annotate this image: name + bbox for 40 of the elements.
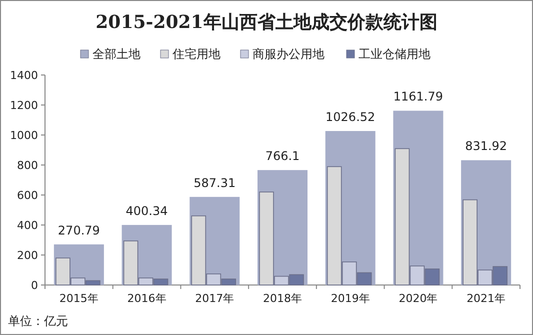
x-tick-label: 2019年 — [330, 292, 370, 305]
bar — [56, 258, 70, 286]
data-label: 1161.79 — [393, 90, 444, 104]
bar — [326, 166, 342, 286]
data-label: 400.34 — [126, 204, 168, 218]
text: 单位：亿元 — [8, 314, 68, 328]
y-tick-label: 200 — [17, 249, 38, 262]
legend-label: 住宅用地 — [172, 47, 220, 61]
x-tick-label: 2016年 — [127, 292, 166, 305]
bar — [259, 192, 274, 286]
bar — [424, 268, 440, 286]
bar — [221, 278, 236, 286]
y-tick-label: 400 — [17, 219, 38, 232]
bar — [394, 148, 410, 286]
x-tick-label: 2017年 — [195, 292, 234, 305]
bar — [123, 240, 138, 286]
data-label: 587.31 — [194, 176, 236, 190]
chart-title: 2015-2021年山西省土地成交价款统计图 — [96, 12, 438, 33]
y-tick-label: 800 — [17, 159, 38, 172]
y-tick-label: 1200 — [10, 99, 38, 112]
bar — [86, 280, 100, 286]
x-tick-label: 2021年 — [466, 292, 506, 305]
data-label: 270.79 — [58, 223, 100, 238]
data-label: 831.92 — [465, 139, 508, 154]
bar — [191, 215, 206, 286]
y-tick-label: 1000 — [10, 129, 38, 142]
data-label: 766.1 — [265, 149, 300, 164]
bar — [492, 266, 508, 286]
bar — [289, 274, 304, 286]
y-tick-label: 600 — [17, 189, 38, 202]
x-tick-label: 2020年 — [398, 292, 438, 305]
x-tick-label: 2018年 — [263, 292, 302, 305]
y-tick-label: 1400 — [10, 69, 38, 82]
bar — [153, 278, 168, 286]
bar — [356, 272, 372, 286]
x-tick-label: 2015年 — [59, 292, 98, 305]
data-label: 1026.52 — [326, 110, 376, 124]
bar — [462, 199, 478, 286]
legend-label: 全部土地 — [92, 47, 140, 61]
y-tick-label: 0 — [31, 279, 38, 292]
